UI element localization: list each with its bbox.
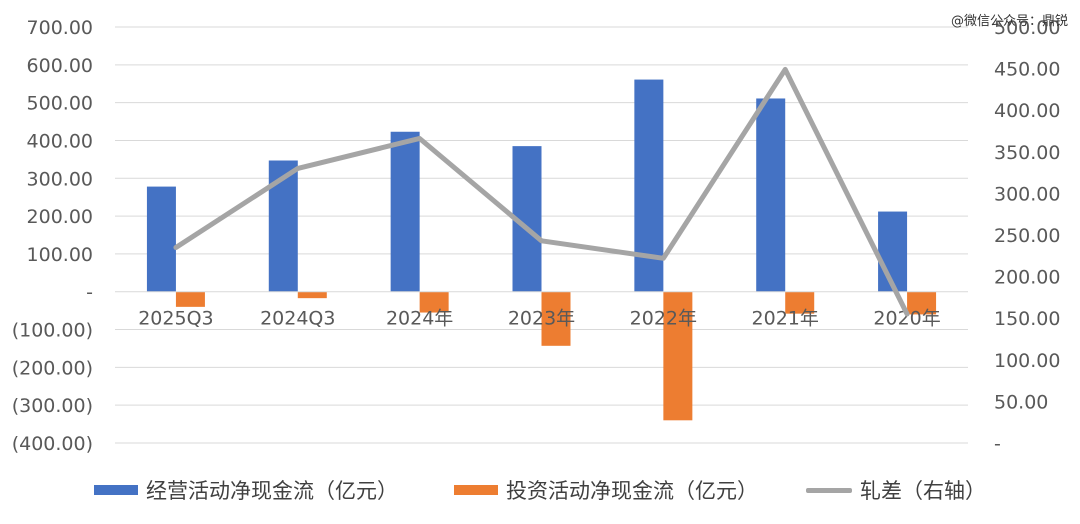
legend-label-operating: 经营活动净现金流（亿元）: [146, 479, 398, 503]
right-tick-label-9: 50.00: [994, 391, 1048, 413]
category-label-6: 2020年: [873, 308, 940, 330]
bar-investing-3: [541, 291, 571, 346]
legend-item-operating: 经营活动净现金流（亿元）: [94, 472, 398, 508]
right-tick-label-8: 100.00: [994, 350, 1060, 372]
legend-label-investing: 投资活动净现金流（亿元）: [506, 479, 758, 503]
category-label-3: 2023年: [508, 308, 575, 330]
bar-operating-0: [146, 186, 176, 292]
right-tick-label-10: -: [994, 433, 1001, 455]
category-label-0: 2025Q3: [138, 308, 213, 330]
left-tick-label-10: (300.00): [12, 395, 93, 417]
legend-item-spread: 轧差（右轴）: [806, 472, 986, 508]
category-label-5: 2021年: [752, 308, 819, 330]
left-tick-label-6: 100.00: [27, 244, 93, 266]
left-tick-label-0: 700.00: [27, 17, 93, 39]
right-tick-label-0: 500.00: [994, 17, 1060, 39]
left-tick-label-4: 300.00: [27, 168, 93, 190]
right-tick-label-4: 300.00: [994, 183, 1060, 205]
bar-operating-6: [878, 211, 908, 292]
watermark: @微信公众号：鼎锐: [950, 14, 1068, 29]
spread-line: [173, 66, 910, 317]
left-tick-label-7: -: [86, 282, 93, 304]
category-label-1: 2024Q3: [260, 308, 335, 330]
right-tick-label-2: 400.00: [994, 100, 1060, 122]
right-axis-ticks: 500.00 450.00 400.00 350.00 300.00 250.00 200.…: [994, 17, 1060, 455]
left-axis-ticks: 700.00 600.00 500.00 400.00 300.00 200.00 100.…: [12, 17, 93, 455]
bar-investing-0: [175, 291, 205, 307]
bar-investing-1: [297, 291, 327, 299]
right-tick-label-5: 250.00: [994, 225, 1060, 247]
bar-investing-2: [419, 291, 449, 313]
left-tick-label-1: 600.00: [27, 55, 93, 77]
legend-item-investing: 投资活动净现金流（亿元）: [454, 472, 758, 508]
right-tick-label-1: 450.00: [994, 59, 1060, 81]
left-tick-label-11: (400.00): [12, 433, 93, 455]
right-tick-label-3: 350.00: [994, 142, 1060, 164]
bar-investing-5: [785, 291, 815, 314]
bar-investing-6: [907, 291, 937, 315]
spread-swatch: [806, 487, 852, 493]
operating-swatch: [94, 485, 138, 495]
category-label-2: 2024年: [386, 308, 453, 330]
bar-investing-4: [663, 291, 693, 421]
category-label-4: 2022年: [630, 308, 697, 330]
bar-operating-2: [390, 131, 420, 292]
left-tick-label-9: (200.00): [12, 357, 93, 379]
cash-flow-chart: 2025Q3 2024Q3 2024年 2023年 2022年 2021年 2020年 70…: [12, 17, 1061, 455]
investing-swatch: [454, 485, 498, 495]
left-tick-label-5: 200.00: [27, 206, 93, 228]
bar-operating-5: [756, 98, 786, 292]
legend: 经营活动净现金流（亿元） 投资活动净现金流（亿元） 轧差（右轴）: [0, 472, 1080, 508]
category-labels: 2025Q3 2024Q3 2024年 2023年 2022年 2021年 2020年: [138, 308, 941, 330]
left-tick-label-2: 500.00: [27, 93, 93, 115]
right-tick-label-6: 200.00: [994, 267, 1060, 289]
left-tick-label-8: (100.00): [12, 320, 93, 342]
left-tick-label-3: 400.00: [27, 130, 93, 152]
right-tick-label-7: 150.00: [994, 308, 1060, 330]
legend-label-spread: 轧差（右轴）: [860, 479, 986, 503]
